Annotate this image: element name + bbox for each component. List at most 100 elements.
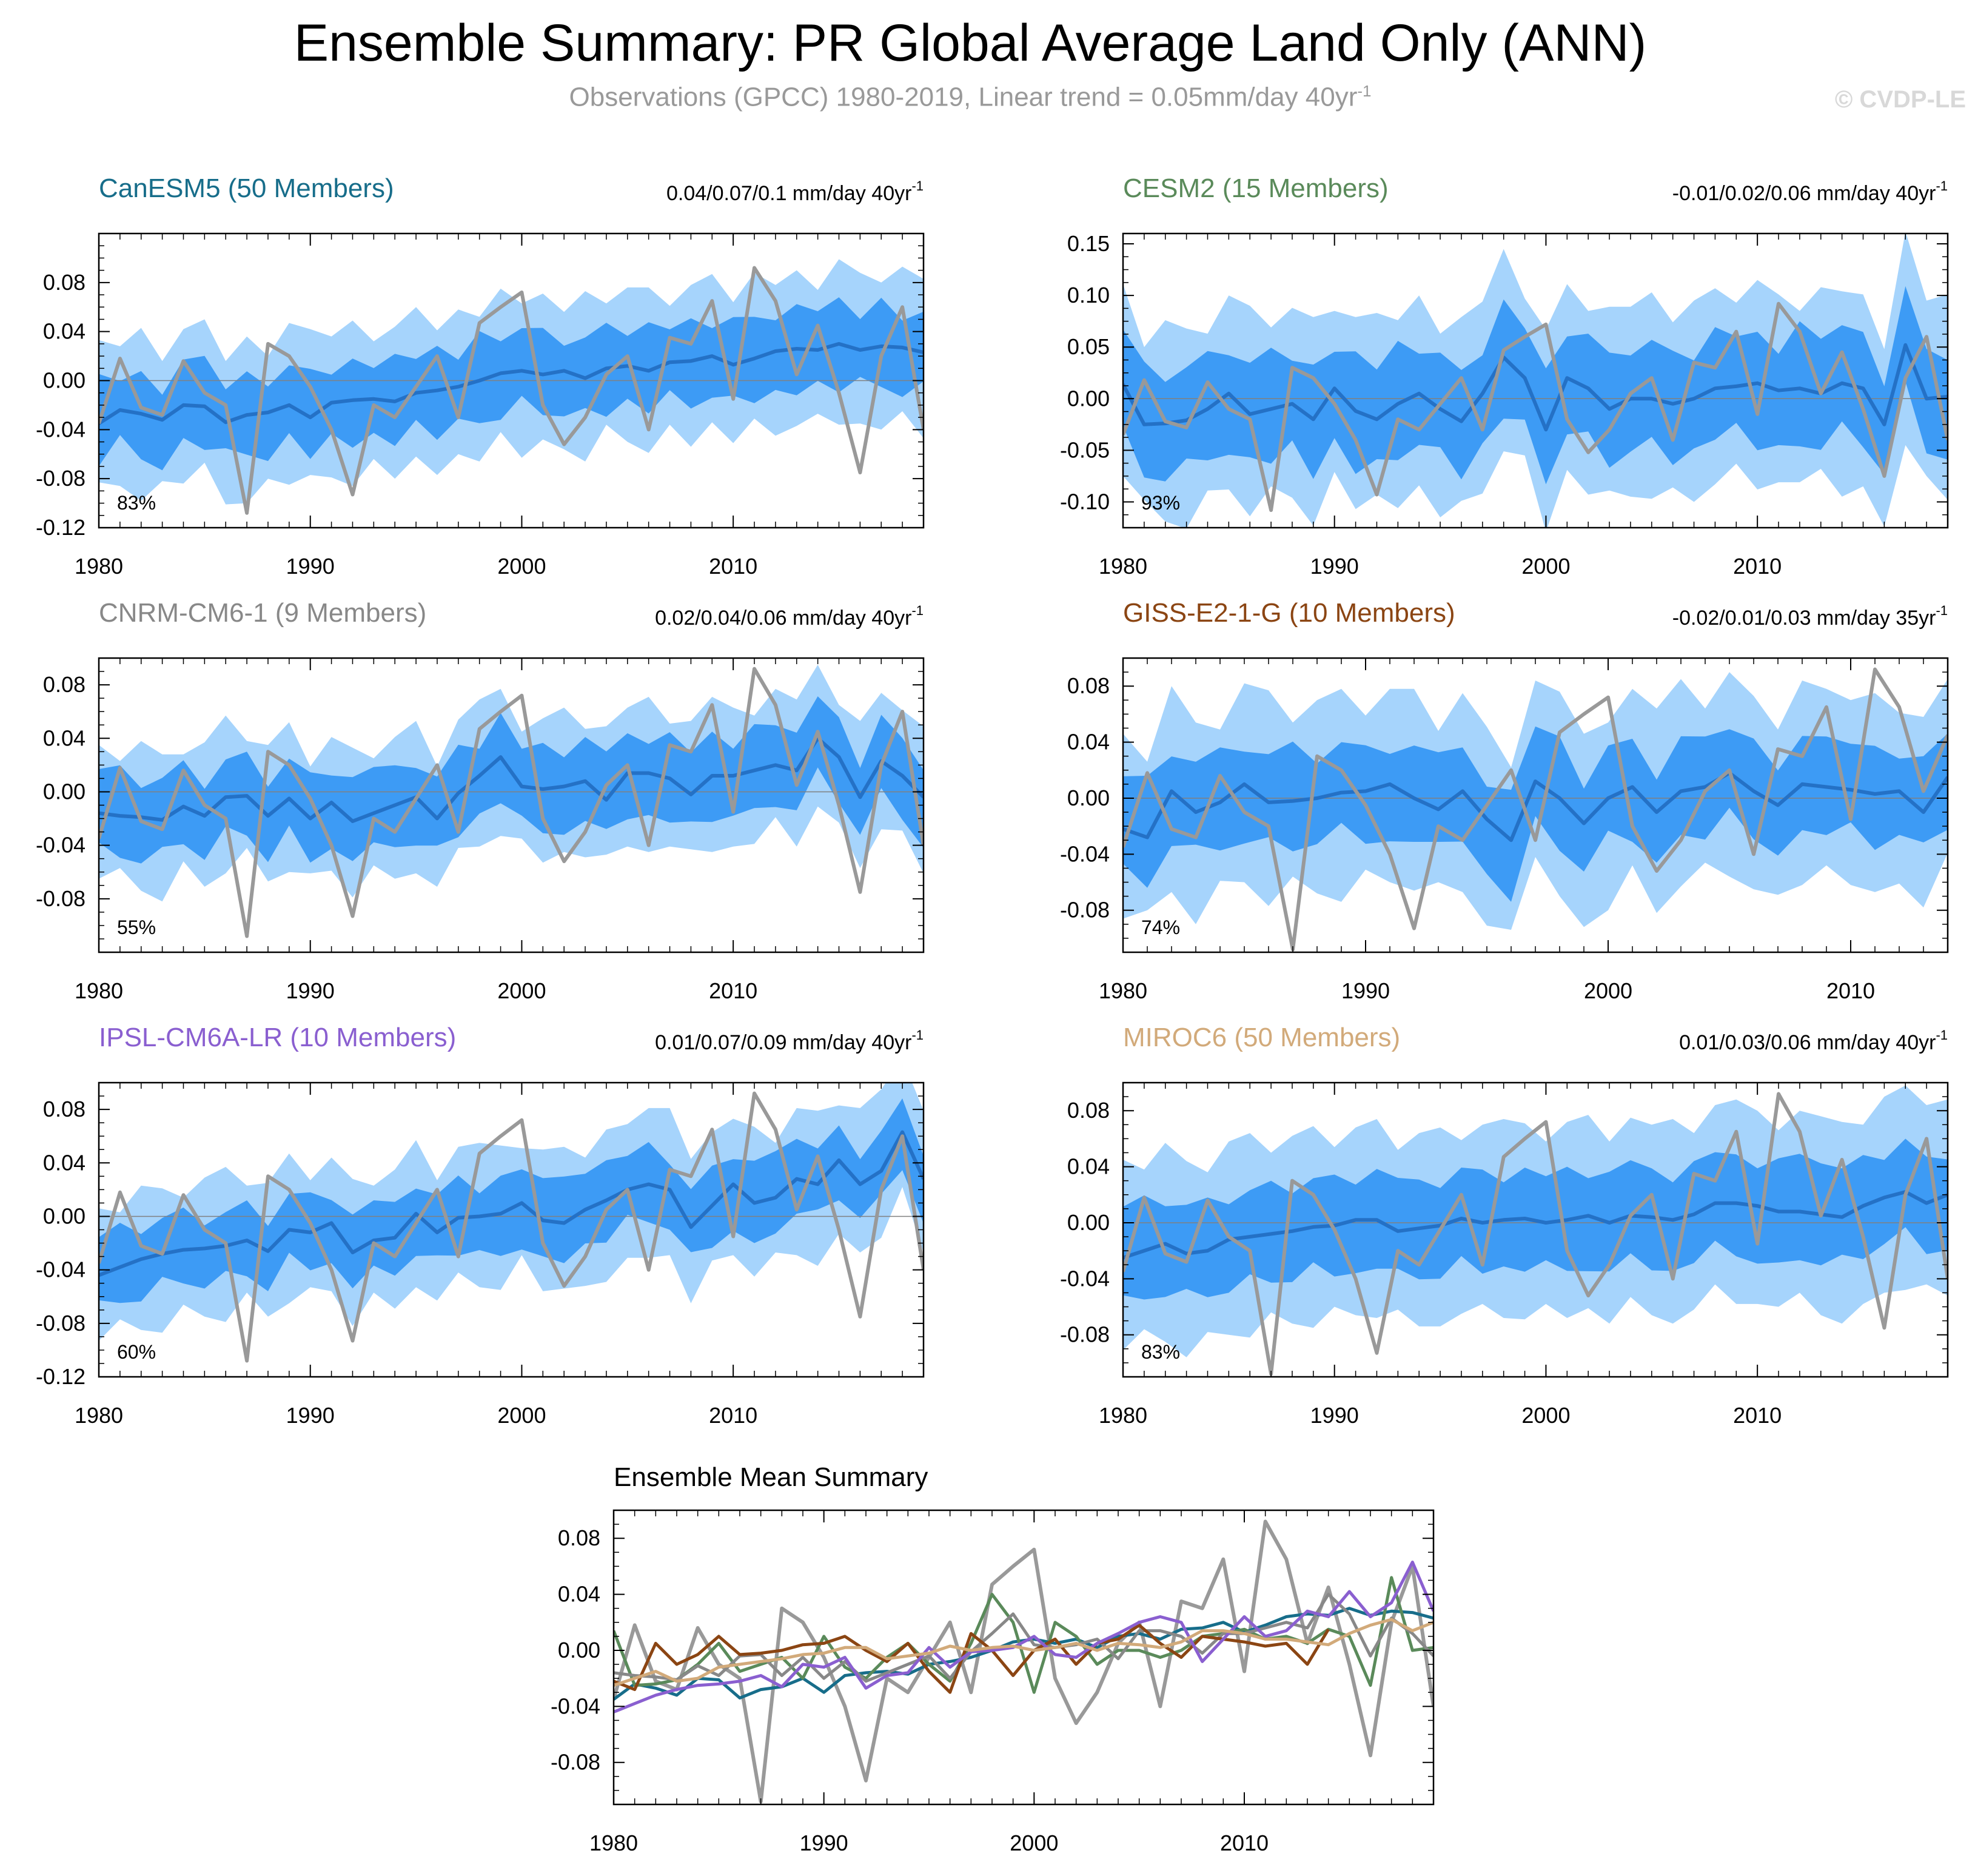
panel-ipsl-cm6a-lr-xtick-label: 2010 <box>709 1403 757 1428</box>
panel-cnrm-cm6-1-ytick-label: 0.04 <box>43 725 86 750</box>
panel-canesm5-plot-area <box>99 259 924 515</box>
panel-ipsl-cm6a-lr-title: IPSL-CM6A-LR (10 Members) <box>99 1023 456 1052</box>
panel-cnrm-cm6-1-frame <box>98 657 925 953</box>
panel-cesm2-ytick-label: 0.00 <box>1067 386 1110 411</box>
panel-canesm5-trend-sup: -1 <box>911 178 924 193</box>
panel-cesm2: 0.15 0.10 0.05 0.00 -0.05 -0.10 1980 1990 2000 20… <box>1060 173 1949 579</box>
subtitle-sup: -1 <box>1357 82 1372 100</box>
panel-ipsl-cm6a-lr-xtick-label: 2000 <box>497 1403 546 1428</box>
panel-giss-e2-1-g-trend-sup: -1 <box>1936 603 1948 618</box>
panel-cnrm-cm6-1-trend: 0.02/0.04/0.06 mm/day 40yr-1 <box>655 603 924 630</box>
panel-giss-e2-1-g-ytick-label: -0.08 <box>1060 898 1110 923</box>
panel-cnrm-cm6-1-plot-area <box>99 665 924 938</box>
summary-observation-line <box>614 1519 1433 1804</box>
panel-giss-e2-1-g-observation-line <box>1123 667 1948 952</box>
panel-miroc6-xtick-label: 2010 <box>1733 1403 1782 1428</box>
panel-miroc6-ytick-label: -0.04 <box>1060 1266 1110 1291</box>
panel-miroc6-trend-text: 0.01/0.03/0.06 mm/day 40yr <box>1679 1031 1936 1054</box>
panel-canesm5: 0.08 0.04 0.00 -0.04 -0.08 -0.12 1980 1990 2000 2… <box>36 173 925 579</box>
panel-canesm5-ytick-label: -0.08 <box>36 466 86 491</box>
summary-plot-area <box>614 1519 1433 1804</box>
panel-ipsl-cm6a-lr-xtick-label: 1980 <box>75 1403 123 1428</box>
panel-miroc6-ensemble-mean-line <box>1123 1190 1948 1260</box>
panel-canesm5-ytick-label: -0.04 <box>36 417 86 442</box>
panel-canesm5-xtick-label: 1980 <box>75 554 123 579</box>
panel-miroc6-ytick-label: 0.00 <box>1067 1210 1110 1235</box>
summary-line-miroc6 <box>614 1618 1433 1687</box>
panel-cesm2-trend: -0.01/0.02/0.06 mm/day 40yr-1 <box>1672 178 1948 205</box>
panel-giss-e2-1-g-frame <box>1122 657 1949 953</box>
panel-miroc6-xtick-label: 1990 <box>1310 1403 1359 1428</box>
panel-cesm2-title: CESM2 (15 Members) <box>1123 173 1389 203</box>
panel-canesm5-title: CanESM5 (50 Members) <box>99 173 394 203</box>
summary-line-giss-e2-1-g <box>614 1623 1330 1694</box>
panel-ipsl-cm6a-lr-trend: 0.01/0.07/0.09 mm/day 40yr-1 <box>655 1027 924 1054</box>
watermark: © CVDP-LE <box>1834 86 1966 113</box>
summary-xtick-label: 1990 <box>800 1831 848 1855</box>
summary-ytick-label: 0.00 <box>558 1638 600 1663</box>
panel-giss-e2-1-g-xtick-label: 1990 <box>1341 978 1390 1003</box>
panel-cesm2-ytick-label: 0.10 <box>1067 283 1110 308</box>
panel-canesm5-ytick-label: 0.08 <box>43 270 86 295</box>
summary-line-ipsl-cm6a-lr <box>614 1561 1433 1713</box>
panel-canesm5-trend-text: 0.04/0.07/0.1 mm/day 40yr <box>666 182 911 205</box>
summary-title: Ensemble Mean Summary <box>614 1462 928 1492</box>
summary-xtick-label: 2000 <box>1010 1831 1058 1855</box>
panel-giss-e2-1-g-ytick-label: 0.00 <box>1067 785 1110 810</box>
panel-cesm2-percent: 93% <box>1141 492 1180 514</box>
panel-ipsl-cm6a-lr-ytick-label: 0.04 <box>43 1150 86 1175</box>
panel-ipsl-cm6a-lr-trend-text: 0.01/0.07/0.09 mm/day 40yr <box>655 1031 911 1054</box>
panel-ipsl-cm6a-lr-iqr-band <box>99 1098 924 1303</box>
panel-cnrm-cm6-1-ensemble-mean-line <box>99 736 924 823</box>
panel-canesm5-iqr-band <box>99 297 924 471</box>
summary-xtick-label: 1980 <box>589 1831 638 1855</box>
panel-miroc6-ytick-label: 0.04 <box>1067 1154 1110 1179</box>
panel-giss-e2-1-g-ytick-label: -0.04 <box>1060 841 1110 866</box>
panel-cnrm-cm6-1-ytick-label: 0.00 <box>43 779 86 804</box>
panel-cesm2-xtick-label: 2010 <box>1733 554 1782 579</box>
summary-frame <box>612 1509 1435 1806</box>
panel-cesm2-xtick-label: 2000 <box>1521 554 1570 579</box>
summary-ytick-label: 0.08 <box>558 1525 600 1550</box>
panel-cnrm-cm6-1: 0.08 0.04 0.00 -0.04 -0.08 1980 1990 2000 2010 CN… <box>36 598 925 1003</box>
panel-canesm5-trend: 0.04/0.07/0.1 mm/day 40yr-1 <box>666 178 924 205</box>
panel-giss-e2-1-g-ytick-label: 0.08 <box>1067 673 1110 698</box>
page-title: Ensemble Summary: PR Global Average Land… <box>293 14 1647 72</box>
panel-cesm2-plot-area <box>1123 234 1948 528</box>
panel-ipsl-cm6a-lr-ytick-label: 0.00 <box>43 1203 86 1228</box>
panel-cnrm-cm6-1-ytick-label: 0.08 <box>43 672 86 697</box>
summary-ytick-label: -0.08 <box>551 1750 600 1775</box>
panel-cesm2-xtick-label: 1980 <box>1099 554 1147 579</box>
panel-giss-e2-1-g-percent: 74% <box>1141 916 1180 938</box>
panel-ipsl-cm6a-lr-percent: 60% <box>117 1341 156 1363</box>
panel-giss-e2-1-g-title: GISS-E2-1-G (10 Members) <box>1123 598 1455 628</box>
panel-canesm5-xtick-label: 2000 <box>497 554 546 579</box>
panel-cnrm-cm6-1-title: CNRM-CM6-1 (9 Members) <box>99 598 426 628</box>
panel-cesm2-ytick-label: 0.15 <box>1067 231 1110 256</box>
panel-cnrm-cm6-1-xtick-label: 2010 <box>709 978 757 1003</box>
summary-xtick-label: 2010 <box>1220 1831 1269 1855</box>
panel-ipsl-cm6a-lr: 0.08 0.04 0.00 -0.04 -0.08 -0.12 1980 1990 2000 2… <box>36 1023 925 1428</box>
panel-cesm2-frame <box>1122 232 1949 529</box>
panel-miroc6-trend-sup: -1 <box>1936 1027 1948 1043</box>
panel-miroc6-xtick-label: 1980 <box>1099 1403 1147 1428</box>
panel-cnrm-cm6-1-xtick-label: 1990 <box>286 978 335 1003</box>
summary-ytick-label: -0.04 <box>551 1693 600 1718</box>
panel-giss-e2-1-g-iqr-band <box>1123 726 1948 902</box>
panel-cnrm-cm6-1-observation-line <box>99 667 924 938</box>
panel-cnrm-cm6-1-ytick-label: -0.08 <box>36 886 86 911</box>
panel-cnrm-cm6-1-xtick-label: 1980 <box>75 978 123 1003</box>
panel-cesm2-ensemble-mean-line <box>1123 343 1948 432</box>
panel-giss-e2-1-g-trend-text: -0.02/0.01/0.03 mm/day 35yr <box>1672 607 1936 630</box>
panel-ipsl-cm6a-lr-frame <box>98 1081 925 1378</box>
panel-canesm5-ytick-label: 0.00 <box>43 368 86 393</box>
panel-cesm2-trend-text: -0.01/0.02/0.06 mm/day 40yr <box>1672 182 1936 205</box>
subtitle: Observations (GPCC) 1980-2019, Linear tr… <box>0 82 1940 113</box>
panel-cesm2-iqr-band <box>1123 286 1948 485</box>
panel-cesm2-trend-sup: -1 <box>1936 178 1948 193</box>
panel-canesm5-ytick-label: -0.12 <box>36 515 86 540</box>
panel-miroc6-observation-line <box>1123 1092 1948 1376</box>
panel-canesm5-observation-line <box>99 266 924 515</box>
panel-miroc6-percent: 83% <box>1141 1341 1180 1363</box>
panel-cesm2-ytick-label: -0.10 <box>1060 489 1110 514</box>
